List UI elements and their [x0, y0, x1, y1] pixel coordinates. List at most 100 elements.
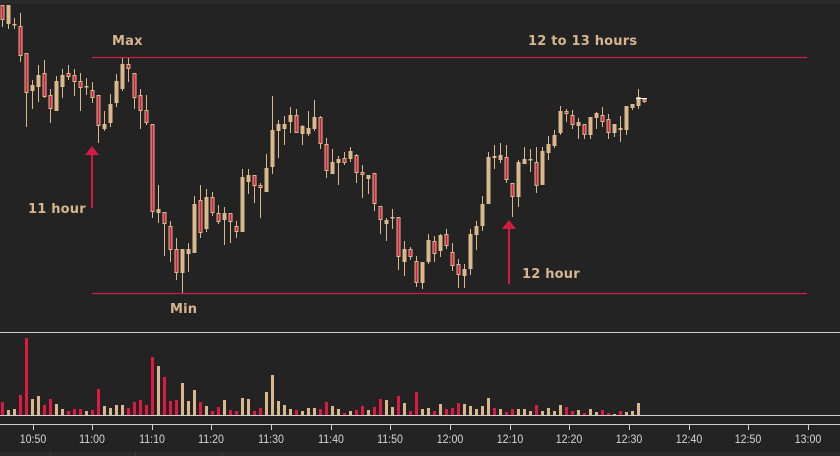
bullish-candle — [576, 118, 581, 139]
candle-body — [168, 226, 173, 250]
volume-bar — [499, 409, 502, 415]
volume-bar — [613, 414, 616, 415]
bearish-candle — [504, 145, 509, 183]
volume-bar — [253, 411, 256, 415]
candle-body — [480, 204, 485, 226]
candle-body — [468, 234, 473, 269]
volume-bar — [391, 407, 394, 415]
volume-bar — [487, 398, 490, 415]
bullish-candle — [282, 116, 287, 145]
bullish-candle — [348, 147, 353, 162]
scrollbar-segment[interactable] — [50, 452, 135, 456]
volume-bar — [457, 403, 460, 415]
candle-body — [264, 168, 269, 192]
volume-bar — [619, 411, 622, 415]
volume-bar — [187, 401, 190, 415]
candle-body — [288, 115, 293, 122]
volume-bar — [37, 396, 40, 415]
bearish-candle — [24, 53, 29, 127]
tick-label: 12:00 — [436, 434, 464, 446]
candle-body — [498, 155, 503, 160]
bullish-candle — [84, 78, 89, 95]
bullish-candle — [468, 229, 473, 275]
candle-body — [174, 249, 179, 273]
volume-bar — [403, 403, 406, 415]
candle-body — [36, 75, 41, 87]
volume-bar — [151, 357, 154, 415]
volume-bar — [367, 410, 370, 415]
volume-bar — [637, 403, 640, 415]
tick-label: 11:30 — [258, 434, 284, 446]
candle-body — [318, 117, 323, 144]
bullish-candle — [462, 264, 467, 288]
candle-body — [444, 234, 449, 246]
candle-body — [600, 115, 605, 122]
bullish-candle — [624, 106, 629, 135]
candle-body — [504, 157, 509, 180]
volume-bar — [235, 411, 238, 415]
candle-body — [486, 157, 491, 204]
candle-body — [558, 111, 563, 133]
candle-body — [390, 217, 395, 219]
candle-body — [516, 162, 521, 197]
volume-bar — [43, 405, 46, 415]
volume-bar — [73, 409, 76, 415]
bearish-candle — [138, 89, 143, 129]
candle-body — [18, 26, 23, 56]
candle-body — [414, 261, 419, 283]
candle-body — [282, 124, 287, 129]
bearish-candle — [372, 173, 377, 211]
volume-bar — [175, 400, 178, 415]
candle-body — [330, 162, 335, 174]
bullish-candle — [390, 209, 395, 229]
candle-body — [510, 183, 515, 197]
tick-label: 13:00 — [794, 434, 822, 446]
bullish-candle — [522, 147, 527, 164]
tick-label: 12:30 — [615, 434, 643, 446]
volume-bar — [373, 407, 376, 415]
bullish-candle — [120, 58, 125, 91]
bullish-candle — [288, 107, 293, 133]
candle-body — [294, 115, 299, 133]
candle-body — [612, 124, 617, 133]
candle-body — [180, 249, 185, 273]
scrollbar-segment[interactable] — [222, 452, 247, 456]
scrollbar-segment[interactable] — [135, 452, 222, 456]
candle-body — [210, 197, 215, 213]
bearish-candle — [396, 217, 401, 270]
volume-bar — [307, 408, 310, 415]
volume-bar — [433, 411, 436, 415]
candle-body — [114, 81, 119, 103]
volume-bar — [469, 406, 472, 415]
hour-12-label: 12 hour — [522, 267, 580, 282]
candle-body — [642, 99, 647, 102]
bullish-candle — [6, 5, 11, 29]
candle-body — [120, 64, 125, 89]
volume-bar — [133, 402, 136, 415]
bearish-candle — [414, 256, 419, 287]
bullish-candle — [612, 124, 617, 137]
volume-bars — [1, 338, 640, 415]
bullish-candle — [264, 154, 269, 192]
bearish-candle — [570, 110, 575, 129]
candle-body — [24, 53, 29, 93]
volume-bar — [601, 410, 604, 415]
bearish-candle — [168, 221, 173, 262]
volume-bar — [535, 405, 538, 415]
bearish-candle — [534, 147, 539, 193]
volume-bar — [355, 410, 358, 415]
bearish-candle — [252, 175, 257, 203]
bearish-candle — [228, 213, 233, 243]
volume-bar — [55, 404, 58, 415]
bottom-scrollbar-strip[interactable] — [0, 452, 840, 456]
candle-body — [66, 73, 71, 77]
candle-body — [234, 226, 239, 232]
bullish-candle — [384, 218, 389, 241]
volume-bar — [205, 406, 208, 415]
volume-bar — [379, 399, 382, 415]
candle-body — [300, 126, 305, 134]
bearish-candle — [90, 82, 95, 103]
candle-body — [60, 75, 65, 87]
candle-body — [222, 213, 227, 220]
